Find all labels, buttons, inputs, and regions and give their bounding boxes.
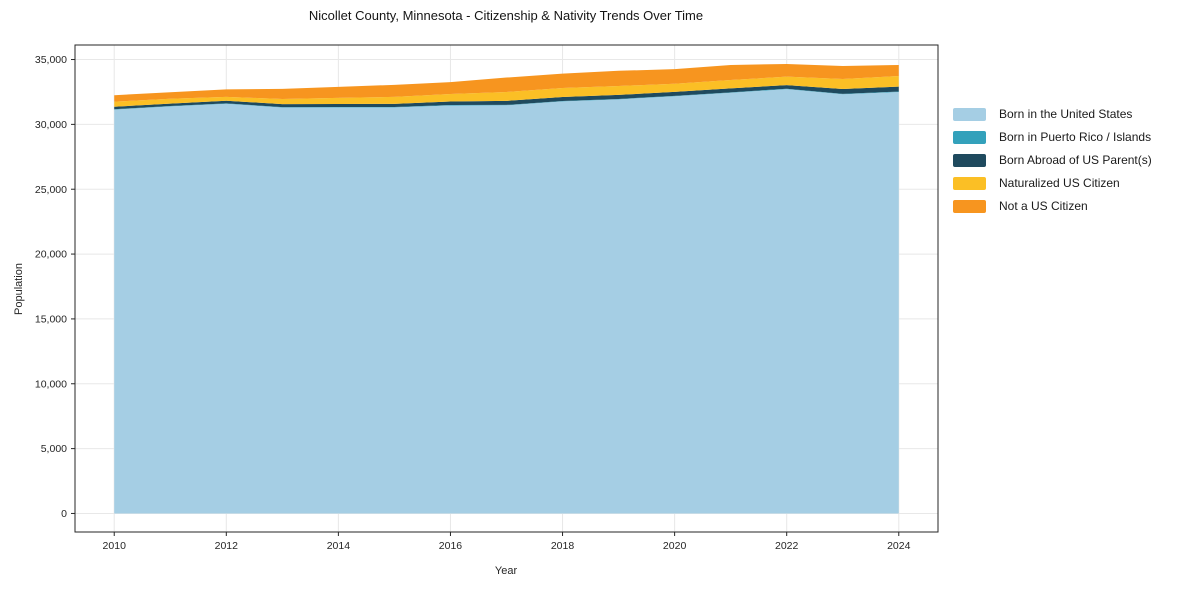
x-tick-label: 2018: [551, 540, 575, 552]
y-tick-label: 0: [61, 508, 67, 520]
x-tick-label: 2010: [103, 540, 127, 552]
legend-item-not-a-us-citizen: Not a US Citizen: [953, 200, 1152, 213]
x-tick-label: 2022: [775, 540, 799, 552]
legend-label: Born Abroad of US Parent(s): [999, 153, 1152, 167]
x-tick-label: 2014: [327, 540, 351, 552]
y-tick-label: 5,000: [41, 443, 67, 455]
stacked-areas: [114, 63, 899, 514]
y-tick-label: 10,000: [35, 378, 67, 390]
legend-swatch-icon: [953, 154, 986, 167]
legend-label: Naturalized US Citizen: [999, 176, 1120, 190]
ticks: 2010 2012 2014 2016 2018 2020 2022 2024 0 5,000 10…: [35, 54, 911, 552]
area-born-in-the-united-states: [114, 89, 899, 514]
y-axis-label: Population: [13, 263, 25, 315]
legend-label: Born in the United States: [999, 107, 1133, 121]
y-tick-label: 25,000: [35, 184, 67, 196]
x-tick-label: 2012: [215, 540, 239, 552]
legend-item-born-abroad-of-us-parent-s: Born Abroad of US Parent(s): [953, 154, 1152, 167]
legend-item-naturalized-us-citizen: Naturalized US Citizen: [953, 177, 1152, 190]
legend-item-born-in-puerto-rico-islands: Born in Puerto Rico / Islands: [953, 131, 1152, 144]
y-tick-label: 35,000: [35, 54, 67, 66]
legend-label: Not a US Citizen: [999, 199, 1088, 213]
x-tick-label: 2020: [663, 540, 687, 552]
legend-swatch-icon: [953, 131, 986, 144]
legend-item-born-in-the-united-states: Born in the United States: [953, 108, 1152, 121]
area-born-abroad-of-us-parent-s: [114, 85, 899, 110]
x-tick-label: 2024: [887, 540, 911, 552]
plot-border: [74, 44, 939, 533]
y-tick-label: 20,000: [35, 249, 67, 261]
legend: Born in the United States Born in Puerto …: [953, 108, 1152, 213]
y-tick-label: 30,000: [35, 119, 67, 131]
legend-swatch-icon: [953, 108, 986, 121]
legend-swatch-icon: [953, 200, 986, 213]
area-not-a-us-citizen: [114, 63, 899, 102]
area-naturalized-us-citizen: [114, 76, 899, 107]
legend-label: Born in Puerto Rico / Islands: [999, 130, 1152, 144]
y-tick-label: 15,000: [35, 314, 67, 326]
legend-swatch-icon: [953, 177, 986, 190]
x-axis-label: Year: [494, 565, 518, 577]
x-tick-label: 2016: [439, 540, 463, 552]
chart-title: Nicollet County, Minnesota - Citizenship…: [308, 8, 704, 23]
